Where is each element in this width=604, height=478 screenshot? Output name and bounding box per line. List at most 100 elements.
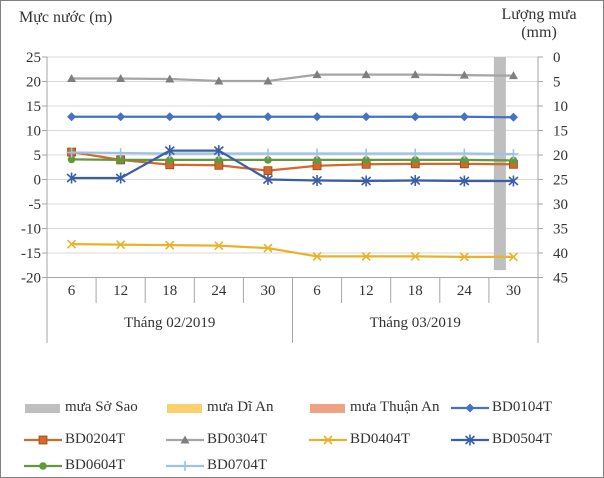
- marker-plus: [262, 148, 273, 159]
- series-line-BD0204T: [71, 150, 514, 172]
- right-axis-tick-label: 0: [553, 50, 561, 66]
- marker-diamond: [410, 112, 420, 122]
- marker-circle: [264, 156, 272, 164]
- x-axis-category-label: 12: [359, 283, 374, 299]
- marker-diamond: [312, 112, 322, 122]
- marker-triangle: [67, 74, 77, 83]
- marker-x: [263, 243, 273, 253]
- marker-x: [66, 239, 77, 249]
- right-axis-title-line1: Lượng mưa: [501, 6, 577, 23]
- left-axis-tick-label: -20: [21, 271, 41, 287]
- left-axis-tick-label: 15: [26, 99, 41, 115]
- marker-x: [165, 240, 175, 250]
- right-axis-tick-label: 10: [553, 99, 568, 115]
- marker-circle: [116, 156, 125, 164]
- x-axis-category-label: 30: [506, 283, 521, 299]
- left-axis-tick-label: -15: [21, 246, 41, 262]
- marker-triangle: [263, 76, 273, 85]
- series-line-BD0404T: [71, 243, 514, 259]
- left-axis-tick-label: -10: [21, 222, 41, 238]
- marker-circle: [67, 155, 76, 164]
- x-axis-category-label: 24: [457, 283, 473, 299]
- right-axis-tick-label: 5: [553, 75, 561, 91]
- marker-plus: [361, 148, 372, 159]
- marker-star: [213, 145, 224, 157]
- left-axis-title: Mực nước (m): [19, 9, 113, 26]
- left-axis-tick-label: 25: [26, 50, 41, 66]
- series-line-BD0704T: [71, 151, 514, 156]
- month-group-label: Tháng 02/2019: [124, 315, 215, 331]
- marker-star: [459, 175, 470, 187]
- x-axis-category-label: 12: [113, 283, 128, 299]
- right-axis-title-line2: (mm): [521, 24, 557, 41]
- marker-triangle: [116, 74, 126, 83]
- left-axis-tick-label: 10: [26, 124, 41, 140]
- marker-plus: [459, 148, 470, 159]
- marker-diamond: [508, 112, 518, 122]
- month-group-label: Tháng 03/2019: [370, 315, 461, 331]
- marker-x: [508, 252, 519, 262]
- x-axis-category-label: 6: [68, 283, 76, 299]
- marker-star: [312, 174, 323, 186]
- series-line-BD0504T: [71, 149, 514, 183]
- marker-star: [508, 175, 519, 187]
- marker-square: [263, 166, 273, 176]
- marker-diamond: [459, 112, 469, 122]
- right-axis-tick-label: 30: [553, 197, 568, 213]
- right-axis-tick-label: 40: [553, 246, 568, 262]
- marker-circle: [509, 156, 518, 165]
- marker-star: [262, 174, 273, 185]
- marker-circle: [313, 156, 321, 164]
- marker-triangle: [312, 70, 322, 79]
- x-axis-category-label: 30: [260, 283, 275, 299]
- right-axis-tick-label: 20: [553, 148, 568, 164]
- marker-circle: [215, 156, 223, 164]
- marker-star: [410, 174, 421, 186]
- right-axis-title: Lượng mưa (mm): [479, 6, 599, 42]
- marker-circle: [165, 156, 174, 164]
- marker-star: [66, 172, 77, 184]
- left-axis-tick-label: 5: [34, 148, 42, 164]
- marker-plus: [312, 148, 323, 159]
- marker-x: [361, 251, 371, 261]
- left-axis-tick-label: 0: [34, 173, 42, 189]
- marker-star: [361, 175, 372, 187]
- marker-circle: [362, 156, 370, 164]
- marker-x: [410, 251, 420, 261]
- x-axis-category-label: 18: [162, 283, 177, 299]
- marker-triangle: [214, 76, 224, 85]
- marker-plus: [115, 148, 126, 159]
- marker-triangle: [459, 70, 469, 79]
- marker-plus: [66, 147, 77, 158]
- right-axis-tick-label: 35: [553, 222, 568, 238]
- x-axis-category-label: 6: [313, 283, 321, 299]
- right-axis-tick-label: 25: [553, 173, 568, 189]
- left-axis-tick-label: 20: [26, 75, 41, 91]
- marker-circle: [411, 156, 420, 164]
- left-axis-tick-label: -5: [29, 197, 42, 213]
- marker-x: [459, 252, 469, 262]
- marker-diamond: [214, 112, 224, 122]
- marker-diamond: [361, 112, 371, 122]
- series-line-BD0604T: [71, 158, 514, 162]
- marker-x: [116, 240, 126, 250]
- x-axis-category-label: 18: [408, 283, 423, 299]
- marker-star: [164, 145, 175, 157]
- marker-x: [312, 251, 322, 261]
- marker-plus: [410, 148, 421, 159]
- marker-star: [115, 172, 126, 184]
- marker-triangle: [361, 70, 371, 79]
- right-axis-tick-label: 45: [553, 271, 568, 287]
- marker-diamond: [67, 112, 77, 122]
- marker-triangle: [165, 74, 175, 83]
- marker-diamond: [116, 112, 126, 122]
- marker-plus: [508, 149, 519, 160]
- marker-triangle: [508, 71, 518, 80]
- marker-x: [214, 241, 224, 251]
- marker-circle: [460, 156, 469, 164]
- series-line-BD0304T: [71, 73, 514, 83]
- right-axis-tick-label: 15: [553, 124, 568, 140]
- marker-triangle: [410, 70, 420, 79]
